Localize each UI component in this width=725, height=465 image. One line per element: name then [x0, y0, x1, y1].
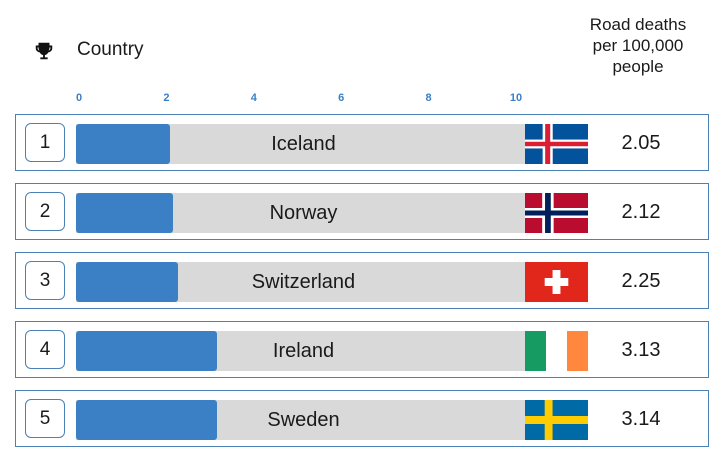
- bar: [76, 262, 179, 302]
- x-tick-label: 6: [338, 92, 345, 104]
- bar-track: Iceland: [76, 124, 526, 164]
- x-axis-ticks: 0 2 4 6 8 10: [0, 92, 725, 108]
- bar-track: Ireland: [76, 331, 526, 371]
- value-label: 2.25: [621, 270, 661, 292]
- ireland-flag-icon: [525, 331, 588, 371]
- country-label: Norway: [269, 202, 338, 224]
- country-label: Switzerland: [251, 271, 356, 293]
- bar: [76, 400, 218, 440]
- rank-badge: 1: [25, 123, 65, 162]
- country-label: Iceland: [271, 133, 336, 155]
- value-label: 3.13: [621, 339, 661, 361]
- country-label: Sweden: [267, 409, 340, 431]
- rank-badge: 5: [25, 399, 65, 438]
- x-tick-label: 0: [75, 92, 83, 104]
- rank-badge: 3: [25, 261, 65, 300]
- bar: [76, 193, 173, 233]
- iceland-flag-icon: [525, 124, 588, 164]
- x-tick-label: 4: [250, 92, 257, 104]
- bar-track: Switzerland: [76, 262, 526, 302]
- trophy-icon: [35, 42, 53, 60]
- bar: [76, 124, 170, 164]
- switzerland-flag-icon: [525, 262, 588, 302]
- value-header-line-3: people: [612, 57, 664, 76]
- chart-row: 1 Iceland 2.05: [15, 114, 709, 171]
- bar-track: Sweden: [76, 400, 526, 440]
- chart-row: 3 Switzerland 2.25: [15, 252, 709, 309]
- x-tick-label: 2: [163, 92, 170, 104]
- chart-row: 4 Ireland 3.13: [15, 321, 709, 378]
- x-tick-label: 8: [425, 92, 432, 104]
- norway-flag-icon: [525, 193, 588, 233]
- value-label: 2.05: [621, 132, 661, 154]
- bar: [76, 331, 217, 371]
- value-label: 3.14: [621, 408, 661, 430]
- x-tick-label: 10: [509, 92, 523, 104]
- country-label: Ireland: [272, 340, 335, 362]
- value-column-header: Road deaths per 100,000 people: [578, 14, 698, 77]
- chart-row: 2 Norway 2.12: [15, 183, 709, 240]
- value-label: 2.12: [621, 201, 661, 223]
- rank-badge: 2: [25, 192, 65, 231]
- sweden-flag-icon: [525, 400, 588, 440]
- rank-badge: 4: [25, 330, 65, 369]
- country-column-header: Country: [77, 39, 144, 60]
- chart-row: 5 Sweden 3.14: [15, 390, 709, 447]
- value-header-line-2: per 100,000: [592, 36, 684, 55]
- bar-track: Norway: [76, 193, 526, 233]
- value-header-line-1: Road deaths: [589, 15, 687, 34]
